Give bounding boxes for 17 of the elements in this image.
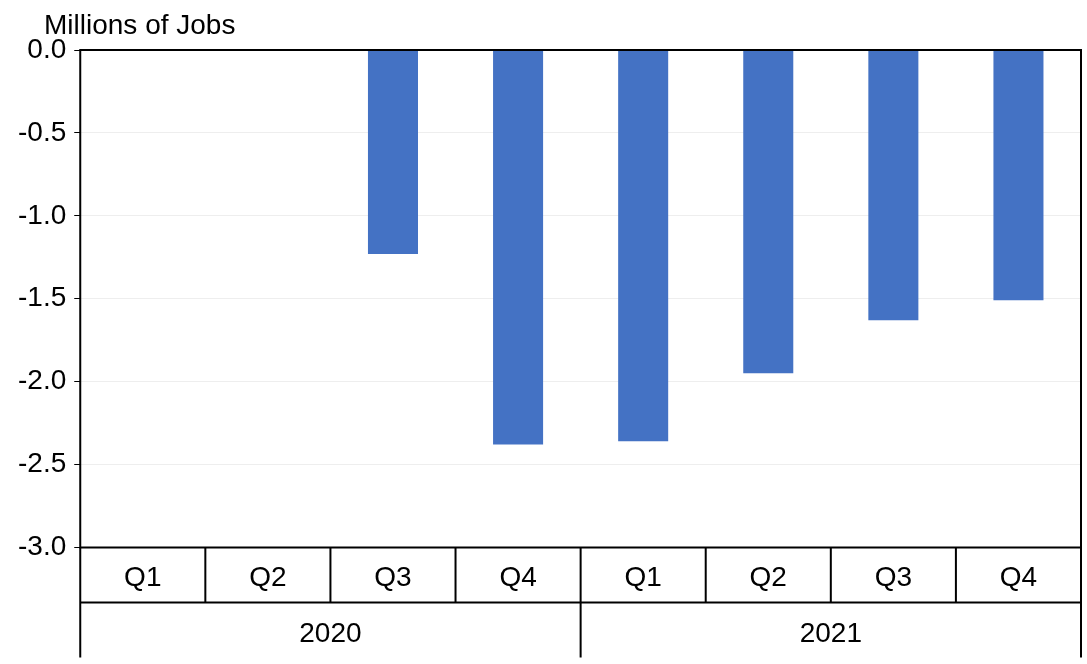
x-tick-label: Q2	[249, 560, 287, 592]
x-tick-label: Q1	[624, 560, 662, 592]
y-tick-label: -0.5	[18, 115, 67, 147]
y-tick-label: -3.0	[18, 530, 67, 562]
y-tick-label: -1.0	[18, 198, 67, 230]
x-tick-label: Q3	[874, 560, 913, 592]
x-tick-label: Q4	[499, 560, 537, 592]
x-tick-label: Q4	[999, 560, 1038, 592]
x-tick-label: Q1	[124, 560, 162, 592]
y-tick-label: -2.5	[18, 447, 67, 479]
x-tick-label: Q3	[374, 560, 412, 592]
y-axis-title: Millions of Jobs	[44, 9, 236, 40]
x-tick-label: Q2	[749, 560, 787, 592]
text: 2020	[299, 617, 362, 649]
text: 2021	[799, 617, 862, 649]
y-tick-label: -2.0	[18, 364, 67, 396]
y-tick-label: -1.5	[18, 281, 67, 313]
